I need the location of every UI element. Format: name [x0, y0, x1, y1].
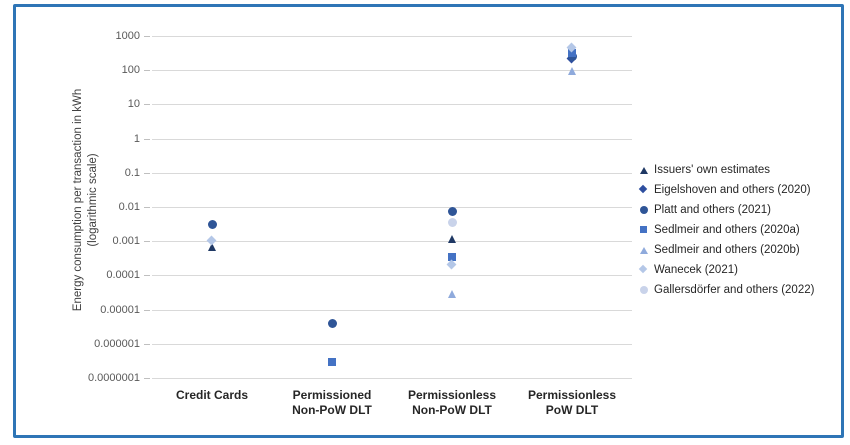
figure-frame: Energy consumption per transaction in kW… — [13, 4, 844, 438]
y-axis-tick-label: 1000 — [115, 30, 140, 42]
triangle-marker-icon — [638, 244, 650, 256]
data-point — [328, 357, 336, 366]
y-axis-tick — [144, 104, 150, 106]
legend-label: Wanecek (2021) — [654, 264, 738, 276]
energy-consumption-chart: Energy consumption per transaction in kW… — [16, 7, 841, 435]
data-point — [447, 289, 456, 298]
data-point — [447, 218, 457, 228]
legend-label: Eigelshoven and others (2020) — [654, 184, 811, 196]
y-axis-tick-label: 0.01 — [118, 201, 140, 213]
data-point — [567, 66, 576, 75]
legend-item: Gallersdörfer and others (2022) — [638, 280, 814, 300]
y-axis-tick-label: 0.0001 — [106, 269, 140, 282]
y-axis-tick-label: 0.000001 — [94, 337, 140, 350]
data-point — [327, 318, 337, 328]
gridline — [152, 309, 632, 311]
y-axis-tick — [144, 378, 150, 379]
y-axis-tick-label: 10 — [127, 98, 140, 111]
legend-item: Platt and others (2021) — [638, 200, 814, 220]
y-axis-tick — [144, 36, 150, 37]
square-marker-icon — [638, 224, 650, 236]
plot-area — [152, 36, 632, 379]
circle-marker-icon — [638, 204, 650, 216]
data-point — [447, 206, 457, 216]
legend-label: Issuers' own estimates — [654, 164, 770, 176]
gridline — [152, 275, 632, 277]
diamond-marker-icon — [638, 264, 650, 276]
y-axis-tick-label: 0.001 — [112, 235, 140, 248]
legend-item: Sedlmeir and others (2020a) — [638, 220, 814, 240]
circle-marker-icon — [638, 284, 650, 296]
legend-label: Sedlmeir and others (2020b) — [654, 244, 800, 256]
legend-label: Gallersdörfer and others (2022) — [654, 284, 815, 296]
x-axis-category-label: Permissioned Non-PoW DLT — [292, 388, 372, 417]
y-axis-tick — [144, 343, 150, 345]
y-axis-tick — [144, 309, 150, 311]
gridline — [152, 378, 632, 379]
legend-label: Platt and others (2021) — [654, 204, 771, 216]
triangle-marker-icon — [638, 164, 650, 176]
gridline — [152, 104, 632, 106]
data-point — [446, 259, 457, 270]
legend-item: Issuers' own estimates — [638, 160, 814, 180]
data-point — [447, 234, 456, 243]
y-axis-tick — [144, 172, 150, 174]
y-axis-tick-label: 100 — [121, 64, 140, 77]
y-axis-tick — [144, 241, 150, 243]
data-point — [448, 252, 456, 261]
gridline — [152, 172, 632, 174]
y-axis-tick — [144, 70, 150, 72]
legend-item: Eigelshoven and others (2020) — [638, 180, 814, 200]
y-axis-tick — [144, 275, 150, 277]
diamond-marker-icon — [638, 184, 650, 196]
x-axis-category-label: Credit Cards — [175, 388, 249, 402]
y-axis-tick — [144, 138, 150, 140]
legend: Issuers' own estimates Eigelshoven and ot… — [638, 160, 814, 300]
gridline — [152, 138, 632, 140]
legend-item: Wanecek (2021) — [638, 260, 814, 280]
gridline — [152, 343, 632, 345]
data-point — [207, 242, 216, 251]
x-axis-category-label: Permissionless PoW DLT — [527, 388, 617, 417]
legend-label: Sedlmeir and others (2020a) — [654, 224, 800, 236]
gridline — [152, 70, 632, 72]
data-point — [568, 48, 576, 57]
x-axis-category-label: Permissionless Non-PoW DLT — [407, 388, 497, 417]
y-axis-tick-label: 1 — [133, 132, 140, 145]
gridline — [152, 36, 632, 37]
y-axis-tick-label: 0.00001 — [100, 303, 140, 316]
legend-item: Sedlmeir and others (2020b) — [638, 240, 814, 260]
y-axis-tick-label: 0.1 — [124, 166, 140, 179]
y-axis-tick — [144, 207, 150, 208]
y-axis-tick-label: 0.0000001 — [88, 372, 140, 384]
data-point — [207, 220, 217, 230]
gridline — [152, 241, 632, 243]
gridline — [152, 207, 632, 208]
